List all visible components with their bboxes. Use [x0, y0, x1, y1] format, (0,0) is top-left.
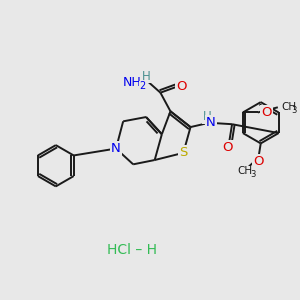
Text: HCl – H: HCl – H	[107, 243, 157, 257]
Text: O: O	[261, 106, 272, 119]
Text: O: O	[253, 155, 264, 168]
Text: CH: CH	[238, 166, 253, 176]
Text: CH: CH	[281, 102, 296, 112]
Text: O: O	[176, 80, 187, 93]
Text: H: H	[142, 70, 151, 83]
Text: O: O	[223, 141, 233, 154]
Text: N: N	[206, 116, 215, 129]
Text: NH: NH	[122, 76, 141, 89]
Text: 3: 3	[250, 169, 255, 178]
Text: S: S	[179, 146, 188, 159]
Text: H: H	[203, 110, 212, 123]
Text: 3: 3	[291, 106, 297, 115]
Text: 2: 2	[139, 81, 146, 92]
Text: N: N	[111, 142, 121, 155]
